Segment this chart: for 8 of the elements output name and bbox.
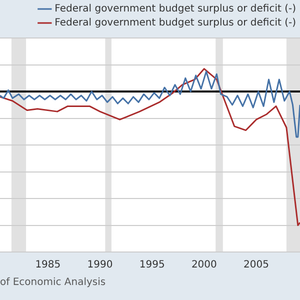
- x-tick-label: 1985: [35, 260, 61, 271]
- legend-label: Federal government budget surplus or deficit (-): [54, 4, 296, 15]
- x-tick-label: 1990: [87, 260, 113, 271]
- x-tick-label: 1995: [139, 260, 165, 271]
- text: of Economic Analysis: [0, 277, 106, 288]
- legend-label: Federal government budget surplus or deficit (-): [54, 18, 296, 29]
- x-tick-label: 2000: [191, 260, 217, 271]
- x-tick-label: 2005: [244, 260, 269, 271]
